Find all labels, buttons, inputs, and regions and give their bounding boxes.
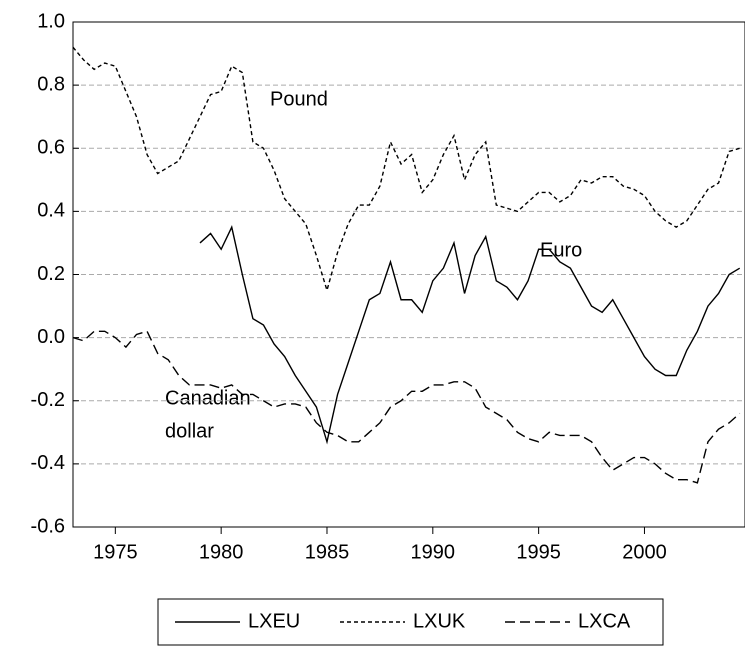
legend-label: LXCA (578, 610, 631, 632)
x-tick-label: 1975 (93, 541, 138, 563)
y-tick-label: -0.4 (31, 452, 65, 474)
y-tick-label: 0.6 (37, 137, 65, 159)
series-line (199, 225, 741, 445)
y-tick-label: 0.2 (37, 263, 65, 285)
annotation: Canadian (165, 387, 251, 409)
x-tick-label: 2000 (622, 541, 667, 563)
legend-label: LXUK (413, 610, 466, 632)
x-tick-label: 1995 (516, 541, 561, 563)
series-line (72, 46, 740, 293)
y-tick-label: -0.6 (31, 515, 65, 537)
annotation: dollar (165, 420, 214, 442)
x-tick-label: 1990 (411, 541, 456, 563)
legend-box (157, 598, 664, 646)
plot-frame (72, 21, 745, 528)
x-tick-label: 1985 (305, 541, 350, 563)
annotation: Euro (540, 239, 582, 261)
y-tick-label: -0.2 (31, 389, 65, 411)
legend-label: LXEU (248, 610, 300, 632)
y-tick-label: 0.0 (37, 326, 65, 348)
y-tick-label: 0.4 (37, 200, 65, 222)
annotation: Pound (270, 88, 328, 110)
x-tick-label: 1980 (199, 541, 244, 563)
y-tick-label: 1.0 (37, 10, 65, 32)
y-tick-label: 0.8 (37, 73, 65, 95)
series-line (72, 330, 741, 484)
